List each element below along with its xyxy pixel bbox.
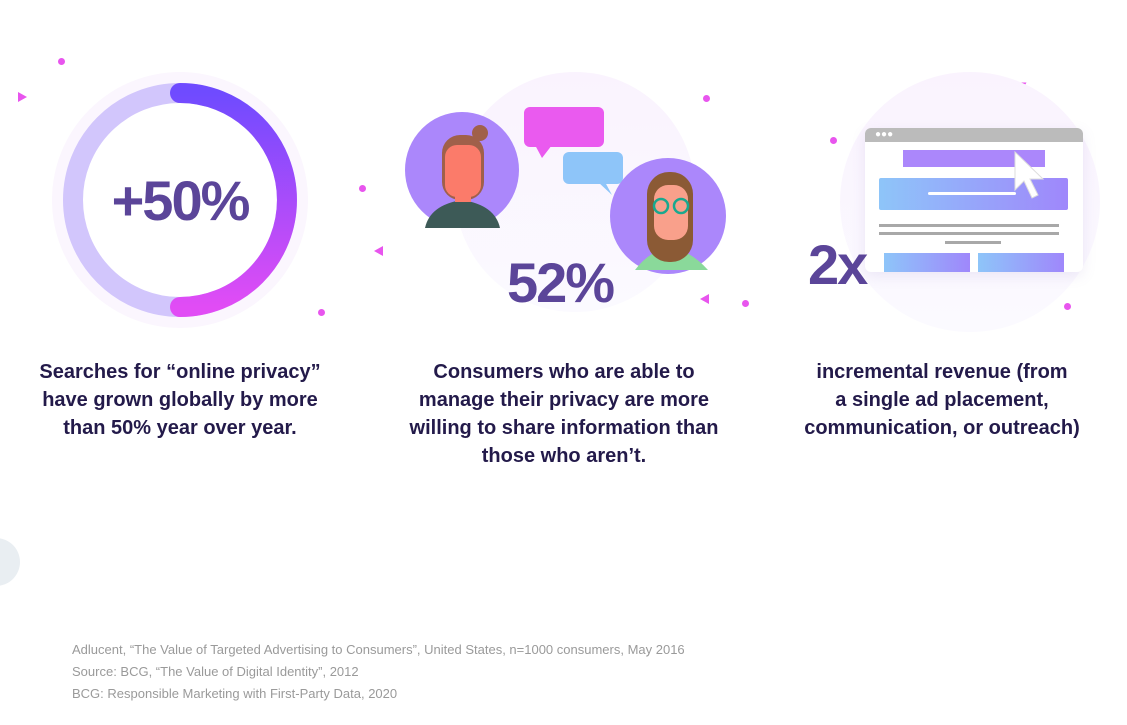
caption-revenue: incremental revenue (from a single ad pl… (772, 358, 1112, 442)
window-dots-icon: ●●● (875, 129, 894, 140)
footnote: Adlucent, “The Value of Targeted Adverti… (72, 642, 685, 657)
stat-value-consumers: 52% (506, 251, 615, 314)
caption-line: Consumers who are able to (433, 361, 695, 383)
decor-triangle (18, 92, 27, 102)
browser-titlebar: ●●● (865, 128, 1083, 142)
decor-dot (742, 300, 749, 307)
carousel-prev-button[interactable] (0, 538, 20, 586)
caption-line: those who aren’t. (481, 445, 647, 467)
browser-window-illustration: ●●● (865, 128, 1083, 272)
caption-line: than 50% year over year. (63, 417, 297, 439)
chat-illustration (405, 107, 726, 274)
caption-line: have grown globally by more (42, 389, 318, 411)
woman-avatar-icon (610, 158, 726, 274)
caption-line: a single ad placement, (835, 389, 1049, 411)
progress-ring (52, 72, 308, 328)
caption-consumers: Consumers who are able to manage their p… (394, 358, 734, 470)
caption-line: manage their privacy are more (418, 389, 710, 411)
decor-dot (703, 95, 710, 102)
footnote: BCG: Responsible Marketing with First-Pa… (72, 686, 398, 701)
caption-searches: Searches for “online privacy” have grown… (10, 358, 350, 442)
stat-value-revenue: 2x (808, 233, 868, 296)
speech-bubble-icon (524, 107, 623, 195)
decor-triangle (374, 246, 383, 256)
ad-banner (903, 150, 1045, 167)
caption-line: Searches for “online privacy” (39, 361, 321, 383)
cursor-icon (1014, 150, 1045, 199)
man-avatar-icon (405, 112, 519, 228)
decor-triangle (700, 294, 709, 304)
caption-line: willing to share information than (409, 417, 719, 439)
decor-dot (359, 185, 366, 192)
decor-dot (318, 309, 325, 316)
decor-dot (1064, 303, 1071, 310)
caption-line: communication, or outreach) (804, 417, 1080, 439)
decor-dot (830, 137, 837, 144)
decor-dot (58, 58, 65, 65)
caption-line: incremental revenue (from (816, 361, 1068, 383)
stat-value-searches: +50% (111, 169, 251, 232)
ring-progress (170, 83, 297, 317)
footnote: Source: BCG, “The Value of Digital Ident… (72, 664, 359, 679)
